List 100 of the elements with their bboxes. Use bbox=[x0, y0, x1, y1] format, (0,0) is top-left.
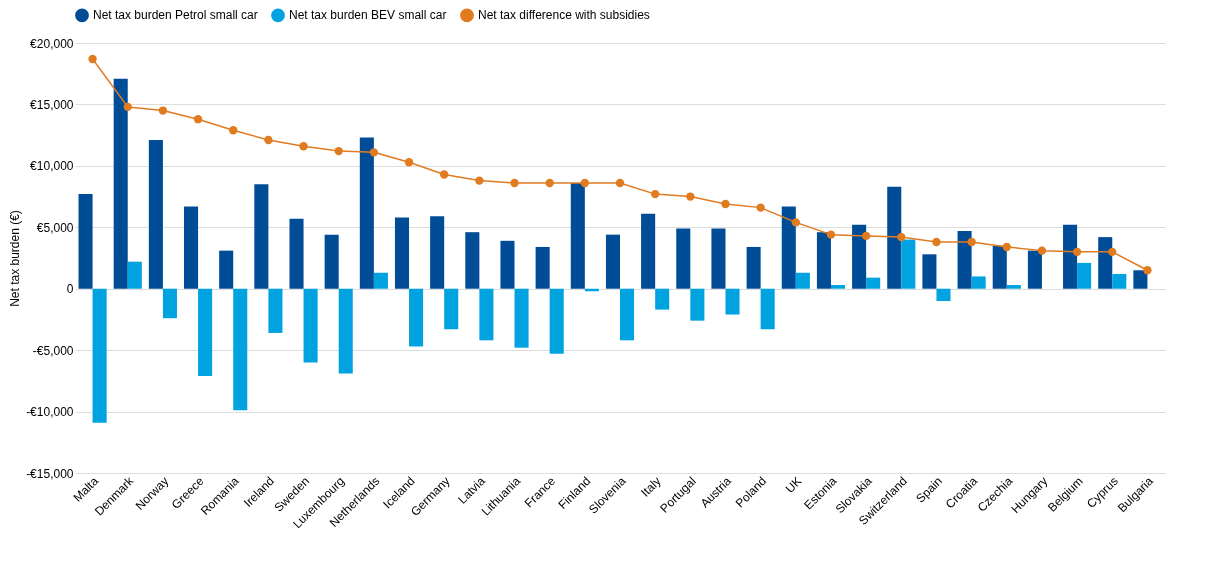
bar bbox=[676, 228, 691, 289]
point bbox=[580, 178, 590, 188]
bar bbox=[549, 288, 564, 354]
bar bbox=[303, 288, 318, 363]
point bbox=[756, 203, 765, 212]
point bbox=[545, 178, 554, 188]
bar bbox=[641, 213, 656, 289]
point bbox=[932, 237, 941, 247]
y-tick-label: €5,000 bbox=[36, 220, 74, 235]
point bbox=[1072, 247, 1082, 257]
bar bbox=[690, 288, 705, 321]
point bbox=[123, 102, 132, 112]
legend-label: Net tax difference with subsidies bbox=[478, 8, 650, 23]
point bbox=[897, 232, 906, 242]
bar bbox=[198, 288, 213, 376]
bar bbox=[971, 276, 986, 289]
point bbox=[861, 231, 871, 241]
bar bbox=[162, 288, 177, 319]
y-tick-label: -€5,000 bbox=[32, 343, 74, 358]
bar bbox=[830, 285, 846, 289]
point bbox=[826, 230, 836, 239]
bar bbox=[725, 288, 740, 315]
point bbox=[158, 106, 168, 115]
point bbox=[510, 178, 519, 188]
point bbox=[1037, 246, 1047, 255]
point bbox=[334, 146, 343, 156]
point bbox=[88, 54, 97, 64]
bar bbox=[289, 218, 304, 289]
bar bbox=[1027, 250, 1042, 289]
bar bbox=[936, 288, 951, 301]
point bbox=[440, 170, 449, 179]
bar bbox=[901, 239, 916, 289]
point bbox=[193, 115, 203, 124]
point bbox=[791, 218, 800, 227]
bar bbox=[394, 217, 410, 289]
bar bbox=[535, 246, 550, 289]
bar bbox=[957, 230, 972, 289]
x-tick-label: Italy bbox=[638, 474, 664, 500]
x-tick-label: UK bbox=[782, 474, 805, 496]
bar bbox=[148, 140, 163, 289]
bar bbox=[570, 183, 585, 289]
point bbox=[967, 237, 976, 247]
bar bbox=[1063, 224, 1078, 289]
point bbox=[686, 192, 695, 201]
bar bbox=[781, 206, 796, 289]
bar bbox=[409, 288, 424, 347]
bar bbox=[479, 288, 494, 341]
bar bbox=[620, 288, 635, 341]
bar bbox=[760, 288, 775, 330]
point bbox=[615, 178, 625, 188]
bar bbox=[359, 137, 374, 289]
bar bbox=[233, 288, 248, 411]
y-axis-title: Net tax burden (€) bbox=[8, 210, 23, 307]
bar bbox=[184, 206, 199, 289]
bar bbox=[338, 288, 353, 374]
point bbox=[475, 176, 484, 185]
bar bbox=[92, 288, 107, 423]
bar bbox=[1077, 262, 1092, 289]
bar bbox=[113, 78, 128, 289]
bar bbox=[444, 288, 459, 330]
bar bbox=[465, 232, 480, 289]
bar bbox=[324, 234, 339, 289]
y-tick-label: 0 bbox=[66, 282, 74, 297]
bar bbox=[430, 216, 445, 289]
y-tick-label: €15,000 bbox=[30, 97, 74, 112]
bar bbox=[887, 186, 902, 289]
point bbox=[229, 126, 238, 135]
point bbox=[1002, 242, 1011, 252]
bar bbox=[500, 240, 515, 289]
y-tick-label: -€15,000 bbox=[26, 466, 74, 481]
point bbox=[369, 148, 379, 157]
bar bbox=[514, 288, 529, 348]
bar bbox=[992, 245, 1007, 289]
point bbox=[721, 199, 730, 209]
y-tick-label: €10,000 bbox=[30, 159, 74, 174]
bar bbox=[127, 261, 142, 289]
bar bbox=[605, 234, 620, 289]
bar bbox=[795, 272, 810, 289]
bar bbox=[268, 288, 283, 333]
bar bbox=[219, 250, 234, 289]
legend-label: Net tax burden Petrol small car bbox=[93, 8, 258, 23]
bar bbox=[816, 232, 831, 289]
bar bbox=[852, 224, 867, 289]
point bbox=[1143, 266, 1152, 275]
y-tick-label: -€10,000 bbox=[26, 405, 74, 420]
legend-label: Net tax burden BEV small car bbox=[289, 8, 447, 23]
bar bbox=[373, 272, 388, 289]
bar bbox=[922, 254, 937, 289]
point bbox=[404, 158, 414, 167]
bar bbox=[711, 228, 726, 289]
bar bbox=[78, 194, 93, 289]
bar bbox=[1112, 273, 1127, 289]
point bbox=[299, 142, 308, 151]
bar bbox=[1098, 237, 1113, 289]
bar bbox=[655, 288, 670, 310]
point bbox=[264, 135, 273, 145]
point bbox=[650, 189, 660, 199]
y-tick-label: €20,000 bbox=[30, 36, 74, 51]
point bbox=[1108, 247, 1117, 257]
bar bbox=[1006, 285, 1021, 289]
